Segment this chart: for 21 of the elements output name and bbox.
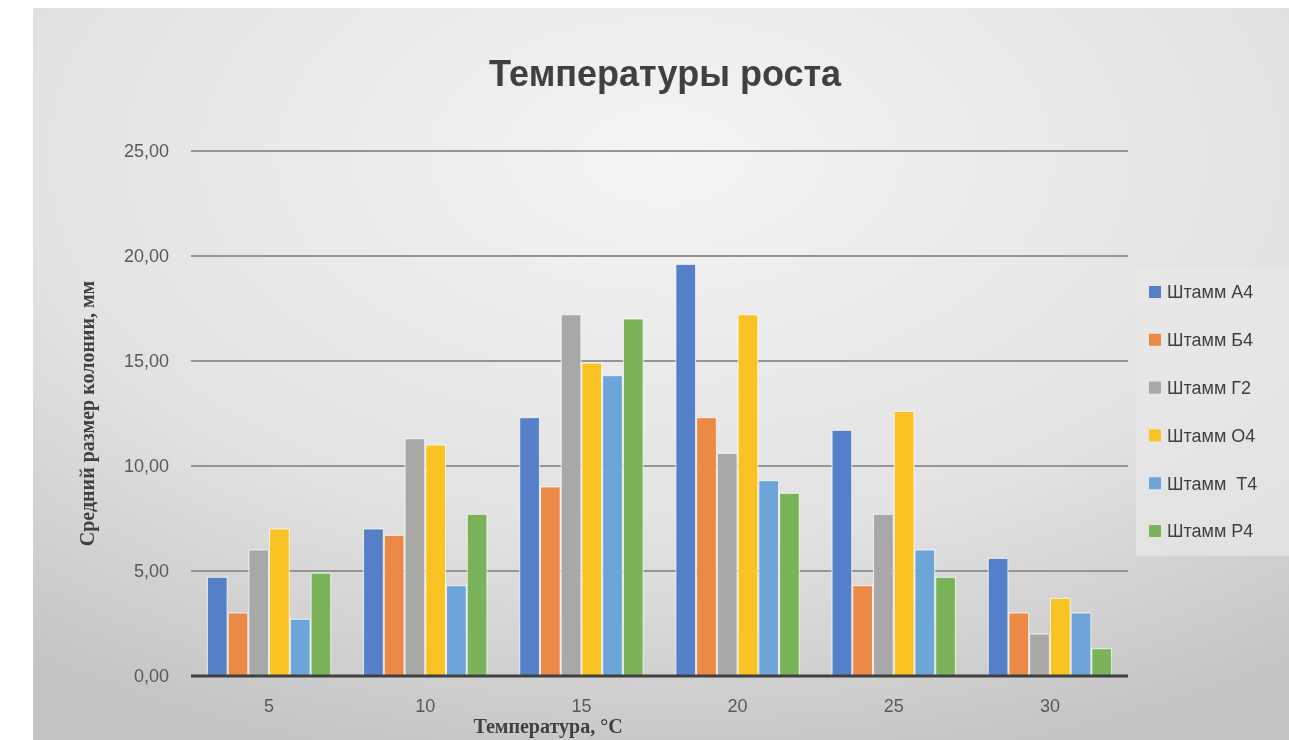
x-tick-label: 10 — [415, 696, 436, 716]
legend-label: Штамм Р4 — [1167, 521, 1254, 542]
x-tick-label: 15 — [571, 696, 592, 716]
x-tick-label: 5 — [264, 696, 275, 716]
chart-title: Температуры роста — [488, 53, 843, 94]
x-tick-label: 20 — [727, 696, 748, 716]
y-tick-label: 25,00 — [123, 141, 169, 162]
y-tick-label: 0,00 — [133, 666, 169, 687]
y-axis-title: Средний размер колонии, мм — [76, 280, 99, 547]
x-tick-label: 25 — [883, 696, 904, 716]
x-tick-label: 30 — [1039, 696, 1060, 716]
legend-label: Штамм Б4 — [1167, 330, 1254, 351]
y-tick-label: 5,00 — [133, 561, 169, 582]
x-axis-title: Температура, °C — [473, 715, 623, 738]
legend-label: Штамм Т4 — [1167, 473, 1258, 494]
legend-label: Штамм Г2 — [1167, 377, 1252, 398]
legend-label: Штамм А4 — [1167, 282, 1254, 303]
y-tick-label: 15,00 — [123, 351, 169, 372]
legend-label: Штамм О4 — [1167, 425, 1256, 446]
y-tick-label: 10,00 — [123, 456, 169, 477]
y-tick-label: 20,00 — [123, 246, 169, 267]
